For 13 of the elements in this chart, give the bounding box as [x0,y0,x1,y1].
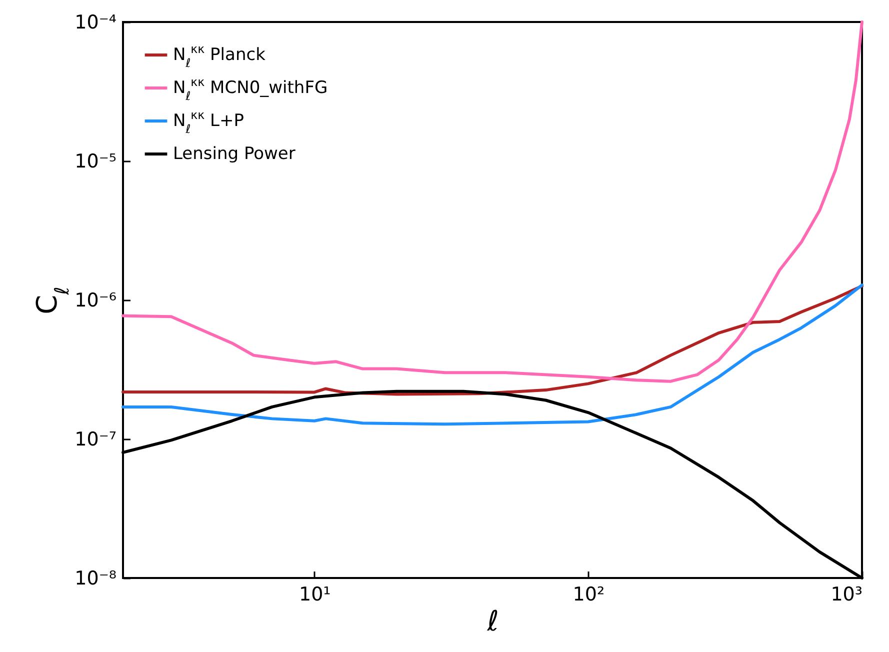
legend-label: N$_{ℓ}$$^{κκ}$ L+P [173,108,244,136]
legend-label: N$_{ℓ}$$^{κκ}$ MCN0_withFG [173,75,328,103]
x-tick-label: 10³ [830,584,862,606]
y-tick-label: 10⁻⁵ [74,150,116,172]
y-tick-label: 10⁻⁸ [74,568,116,590]
x-axis-title: ℓ [486,604,499,638]
legend-label: Lensing Power [173,144,296,164]
x-tick-label: 10² [572,584,605,606]
x-tick-label: 10¹ [298,584,331,606]
y-tick-label: 10⁻⁴ [74,12,117,34]
legend-label: N$_{ℓ}$$^{κκ}$ Planck [173,42,266,70]
y-tick-label: 10⁻⁶ [74,290,116,312]
y-tick-label: 10⁻⁷ [74,428,116,450]
